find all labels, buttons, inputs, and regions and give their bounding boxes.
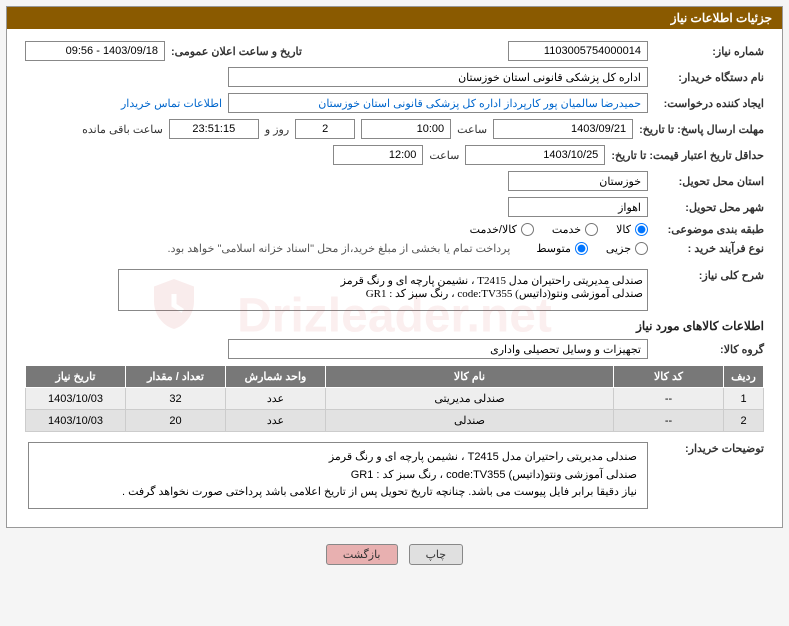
days-label: روز و xyxy=(265,123,289,136)
button-bar: چاپ بازگشت xyxy=(0,534,789,575)
table-cell: 1 xyxy=(724,388,764,410)
process-note: پرداخت تمام یا بخشی از مبلغ خرید،از محل … xyxy=(168,242,511,255)
city-label: شهر محل تحویل: xyxy=(654,201,764,214)
row-province: استان محل تحویل: xyxy=(25,171,764,191)
row-process: نوع فرآیند خرید : جزیی متوسط پرداخت تمام… xyxy=(25,242,764,255)
validity-date xyxy=(465,145,605,165)
table-cell: صندلی xyxy=(326,410,614,432)
back-button[interactable]: بازگشت xyxy=(326,544,398,565)
time-label-2: ساعت xyxy=(429,149,459,162)
th-date: تاریخ نیاز xyxy=(26,366,126,388)
city-field xyxy=(508,197,648,217)
buyer-desc-label: توضیحات خریدار: xyxy=(654,442,764,455)
th-code: کد کالا xyxy=(614,366,724,388)
panel-title: جزئیات اطلاعات نیاز xyxy=(7,7,782,29)
announce-label: تاریخ و ساعت اعلان عمومی: xyxy=(171,45,302,58)
radio-small[interactable]: جزیی xyxy=(606,242,648,255)
process-radio-group: جزیی متوسط xyxy=(536,242,648,255)
time-label-1: ساعت xyxy=(457,123,487,136)
days-remaining xyxy=(295,119,355,139)
th-name: نام کالا xyxy=(326,366,614,388)
row-deadline-send: مهلت ارسال پاسخ: تا تاریخ: ساعت روز و سا… xyxy=(25,119,764,139)
table-cell: -- xyxy=(614,388,724,410)
desc-line-1: صندلی مدیریتی راحتیران مدل T2415 ، نشیمن… xyxy=(39,449,637,467)
panel-body: شماره نیاز: تاریخ و ساعت اعلان عمومی: نا… xyxy=(7,29,782,527)
category-radio-group: کالا خدمت کالا/خدمت xyxy=(470,223,648,236)
radio-service[interactable]: خدمت xyxy=(552,223,598,236)
table-row: 1--صندلی مدیریتیعدد321403/10/03 xyxy=(26,388,764,410)
desc-line-2: صندلی آموزشی ونتو(داتیس) code:TV355 ، رن… xyxy=(39,467,637,485)
buyer-org-field xyxy=(228,67,648,87)
radio-goods[interactable]: کالا xyxy=(616,223,648,236)
table-head: ردیف کد کالا نام کالا واحد شمارش تعداد /… xyxy=(26,366,764,388)
buyer-org-label: نام دستگاه خریدار: xyxy=(654,71,764,84)
contact-link[interactable]: اطلاعات تماس خریدار xyxy=(121,97,222,110)
details-panel: جزئیات اطلاعات نیاز شماره نیاز: تاریخ و … xyxy=(6,6,783,528)
items-table: ردیف کد کالا نام کالا واحد شمارش تعداد /… xyxy=(25,365,764,432)
table-row: 2--صندلیعدد201403/10/03 xyxy=(26,410,764,432)
table-body: 1--صندلی مدیریتیعدد321403/10/032--صندلیع… xyxy=(26,388,764,432)
row-city: شهر محل تحویل: xyxy=(25,197,764,217)
th-row: ردیف xyxy=(724,366,764,388)
group-label: گروه کالا: xyxy=(654,343,764,356)
table-cell: 2 xyxy=(724,410,764,432)
row-overview: شرح کلی نیاز: xyxy=(25,269,764,311)
th-unit: واحد شمارش xyxy=(226,366,326,388)
group-field xyxy=(228,339,648,359)
table-cell: -- xyxy=(614,410,724,432)
deadline-send-label: مهلت ارسال پاسخ: تا تاریخ: xyxy=(639,123,764,136)
table-cell: 1403/10/03 xyxy=(26,410,126,432)
process-label: نوع فرآیند خرید : xyxy=(654,242,764,255)
countdown-field xyxy=(169,119,259,139)
table-cell: عدد xyxy=(226,410,326,432)
need-number-label: شماره نیاز: xyxy=(654,45,764,58)
requester-field xyxy=(228,93,648,113)
row-category: طبقه بندی موضوعی: کالا خدمت کالا/خدمت xyxy=(25,223,764,236)
deadline-send-time xyxy=(361,119,451,139)
table-cell: 1403/10/03 xyxy=(26,388,126,410)
province-field xyxy=(508,171,648,191)
validity-time xyxy=(333,145,423,165)
category-label: طبقه بندی موضوعی: xyxy=(654,223,764,236)
table-cell: 32 xyxy=(126,388,226,410)
row-requester: ایجاد کننده درخواست: اطلاعات تماس خریدار xyxy=(25,93,764,113)
announce-field xyxy=(25,41,165,61)
need-number-field xyxy=(508,41,648,61)
items-section-title: اطلاعات کالاهای مورد نیاز xyxy=(25,319,764,333)
table-cell: صندلی مدیریتی xyxy=(326,388,614,410)
desc-line-3: نیاز دقیقا برابر فایل پیوست می باشد. چنا… xyxy=(39,484,637,502)
row-validity: حداقل تاریخ اعتبار قیمت: تا تاریخ: ساعت xyxy=(25,145,764,165)
province-label: استان محل تحویل: xyxy=(654,175,764,188)
overview-label: شرح کلی نیاز: xyxy=(654,269,764,282)
buyer-desc-box: صندلی مدیریتی راحتیران مدل T2415 ، نشیمن… xyxy=(28,442,648,509)
table-cell: 20 xyxy=(126,410,226,432)
row-buyer-org: نام دستگاه خریدار: xyxy=(25,67,764,87)
row-group: گروه کالا: xyxy=(25,339,764,359)
table-cell: عدد xyxy=(226,388,326,410)
row-need-number: شماره نیاز: تاریخ و ساعت اعلان عمومی: xyxy=(25,41,764,61)
deadline-send-date xyxy=(493,119,633,139)
radio-both[interactable]: کالا/خدمت xyxy=(470,223,534,236)
requester-label: ایجاد کننده درخواست: xyxy=(654,97,764,110)
validity-label: حداقل تاریخ اعتبار قیمت: تا تاریخ: xyxy=(611,149,764,162)
print-button[interactable]: چاپ xyxy=(409,544,464,565)
overview-textarea[interactable] xyxy=(118,269,648,311)
remain-label: ساعت باقی مانده xyxy=(82,123,163,136)
radio-medium[interactable]: متوسط xyxy=(536,242,588,255)
row-buyer-desc: توضیحات خریدار: صندلی مدیریتی راحتیران م… xyxy=(25,442,764,509)
th-qty: تعداد / مقدار xyxy=(126,366,226,388)
